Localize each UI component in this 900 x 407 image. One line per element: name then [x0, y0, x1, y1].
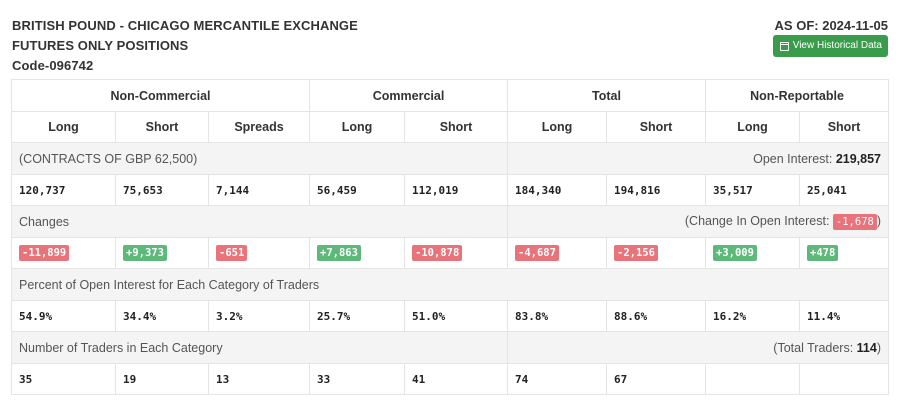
sub-header-row: Long Short Spreads Long Short Long Short…: [11, 111, 890, 143]
contracts-cell: 25,041: [799, 174, 890, 206]
percent-cell: 3.2%: [207, 300, 311, 332]
percent-cell: 83.8%: [507, 300, 608, 332]
group-header-commercial: Commercial: [309, 79, 509, 112]
contracts-cell: 184,340: [507, 174, 608, 206]
traders-cell: 67: [606, 363, 707, 395]
percent-cell: 54.9%: [11, 300, 116, 332]
total-traders-value: 114: [856, 340, 877, 355]
traders-values-row: 35 19 13 33 41 74 67: [11, 363, 890, 395]
changes-section-row: Changes (Change In Open Interest: -1,678…: [10, 205, 890, 238]
contracts-cell: 7,144: [207, 174, 311, 206]
change-oi-prefix: (Change In Open Interest:: [684, 213, 830, 228]
percent-cell: 16.2%: [705, 300, 801, 332]
change-badge: +478: [807, 245, 839, 261]
contracts-values-row: 120,737 75,653 7,144 56,459 112,019 184,…: [11, 174, 890, 206]
change-open-interest: (Change In Open Interest: -1,678): [507, 205, 890, 238]
sub-header: Short: [115, 111, 209, 143]
contracts-section-row: (CONTRACTS OF GBP 62,500) Open Interest:…: [10, 142, 890, 175]
percent-cell: 25.7%: [309, 300, 406, 332]
change-badge: -10,878: [412, 245, 463, 261]
sub-header: Spreads: [207, 111, 311, 143]
percent-cell: 88.6%: [606, 300, 707, 332]
traders-cell: 41: [404, 363, 509, 395]
change-badge: +3,009: [713, 245, 757, 261]
sub-header: Long: [705, 111, 801, 143]
group-header-total: Total: [507, 79, 707, 112]
change-badge: -2,156: [614, 245, 658, 261]
total-traders: (Total Traders: 114): [507, 331, 890, 364]
report-title-line1: BRITISH POUND - CHICAGO MERCANTILE EXCHA…: [12, 18, 358, 33]
change-cell: +9,373: [115, 237, 209, 269]
sub-header: Long: [309, 111, 406, 143]
percent-cell: 34.4%: [115, 300, 209, 332]
group-header-nonreportable: Non-Reportable: [705, 79, 890, 112]
contracts-cell: 112,019: [404, 174, 509, 206]
contracts-cell: 194,816: [606, 174, 707, 206]
change-cell: -2,156: [606, 237, 707, 269]
sub-header: Short: [799, 111, 890, 143]
contracts-label: (CONTRACTS OF GBP 62,500): [10, 142, 509, 175]
calendar-icon: [779, 41, 789, 51]
as-of-date: AS OF: 2024-11-05: [774, 18, 888, 33]
change-badge: -4,687: [515, 245, 559, 261]
percent-section-row: Percent of Open Interest for Each Catego…: [10, 268, 890, 301]
sub-header: Long: [507, 111, 608, 143]
change-badge: +7,863: [317, 245, 361, 261]
traders-cell: 19: [115, 363, 209, 395]
total-traders-suffix: ): [876, 340, 882, 355]
changes-label: Changes: [10, 205, 509, 238]
traders-cell: [705, 363, 801, 395]
change-cell: +3,009: [705, 237, 801, 269]
sub-header: Long: [11, 111, 116, 143]
change-badge: -11,899: [19, 245, 70, 261]
change-badge: +9,373: [123, 245, 167, 261]
sub-header: Short: [404, 111, 509, 143]
group-header-noncommercial: Non-Commercial: [10, 79, 311, 112]
change-cell: -651: [207, 237, 311, 269]
changes-values-row: -11,899 +9,373 -651 +7,863 -10,878 -4,68…: [11, 237, 890, 269]
percent-label: Percent of Open Interest for Each Catego…: [10, 268, 890, 301]
traders-label: Number of Traders in Each Category: [10, 331, 509, 364]
change-cell: +478: [799, 237, 890, 269]
change-badge: -651: [216, 245, 248, 261]
report-code: Code-096742: [12, 58, 94, 73]
percent-values-row: 54.9% 34.4% 3.2% 25.7% 51.0% 83.8% 88.6%…: [11, 300, 890, 332]
view-historical-data-label: View Historical Data: [792, 40, 882, 51]
traders-cell: 74: [507, 363, 608, 395]
report-title-line2: FUTURES ONLY POSITIONS: [12, 38, 189, 53]
change-cell: -11,899: [11, 237, 116, 269]
traders-cell: [799, 363, 890, 395]
change-cell: +7,863: [309, 237, 406, 269]
change-oi-suffix: ): [876, 213, 882, 228]
contracts-cell: 120,737: [11, 174, 116, 206]
traders-section-row: Number of Traders in Each Category (Tota…: [10, 331, 890, 364]
view-historical-data-button[interactable]: View Historical Data: [772, 35, 888, 57]
group-header-row: Non-Commercial Commercial Total Non-Repo…: [10, 79, 890, 112]
traders-cell: 35: [11, 363, 116, 395]
change-oi-badge: -1,678: [832, 213, 877, 230]
total-traders-prefix: (Total Traders:: [773, 340, 854, 355]
contracts-cell: 35,517: [705, 174, 801, 206]
open-interest-label: Open Interest:: [753, 151, 833, 166]
open-interest-value: 219,857: [835, 151, 882, 166]
report-header: BRITISH POUND - CHICAGO MERCANTILE EXCHA…: [12, 16, 358, 76]
traders-cell: 33: [309, 363, 406, 395]
change-cell: -10,878: [404, 237, 509, 269]
contracts-cell: 56,459: [309, 174, 406, 206]
change-cell: -4,687: [507, 237, 608, 269]
traders-cell: 13: [207, 363, 311, 395]
percent-cell: 51.0%: [404, 300, 509, 332]
contracts-cell: 75,653: [115, 174, 209, 206]
percent-cell: 11.4%: [799, 300, 890, 332]
sub-header: Short: [606, 111, 707, 143]
open-interest: Open Interest: 219,857: [507, 142, 890, 175]
positions-table: Non-Commercial Commercial Total Non-Repo…: [10, 79, 890, 395]
